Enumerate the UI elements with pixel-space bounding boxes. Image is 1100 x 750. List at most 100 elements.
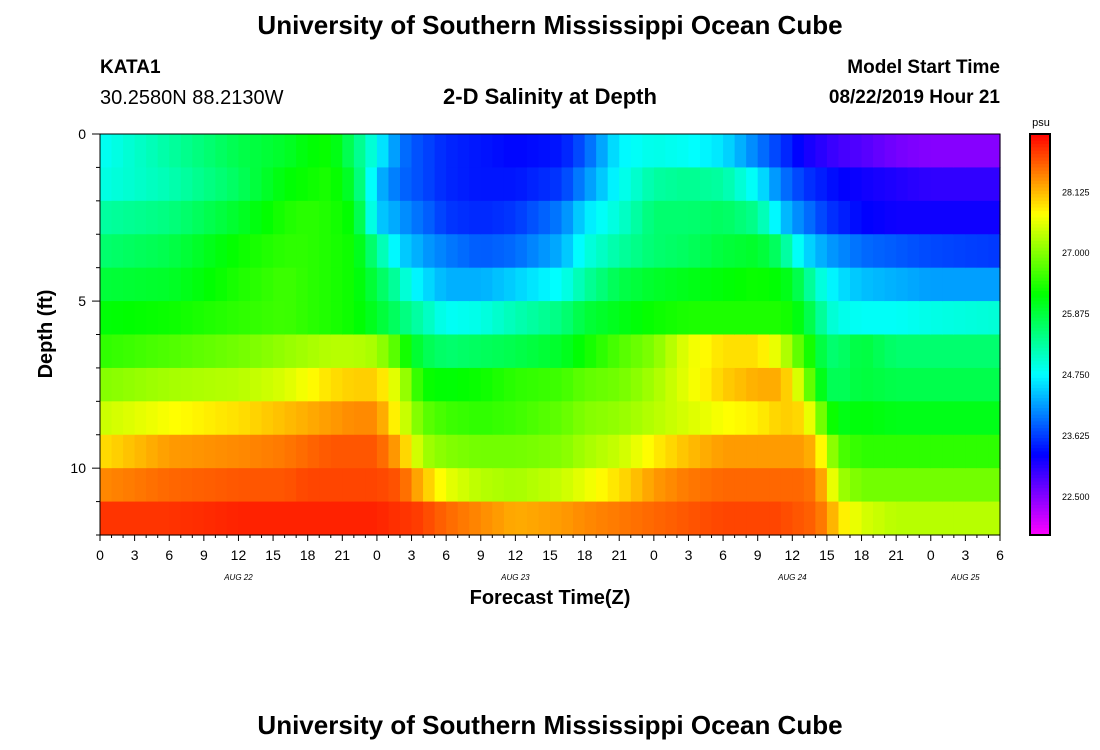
heatmap-cell	[261, 434, 274, 469]
colorbar-segment	[1030, 521, 1050, 526]
heatmap-cell	[873, 301, 886, 336]
heatmap-cell	[157, 267, 170, 302]
x-tick-label: 0	[96, 547, 104, 563]
heatmap-cell	[942, 401, 955, 436]
heatmap-cell	[757, 167, 770, 202]
heatmap-cell	[100, 200, 113, 235]
heatmap-cell	[746, 267, 759, 302]
heatmap-cell	[907, 501, 920, 536]
colorbar-segment	[1030, 197, 1050, 202]
heatmap-cell	[353, 267, 366, 302]
heatmap-cell	[676, 134, 690, 169]
heatmap-cell	[376, 468, 390, 503]
heatmap-cell	[953, 234, 966, 269]
heatmap-cell	[411, 234, 424, 269]
heatmap-cell	[365, 334, 378, 369]
heatmap-cell	[388, 267, 401, 302]
heatmap-cell	[550, 401, 563, 436]
heatmap-cell	[100, 501, 113, 536]
heatmap-cell	[642, 234, 655, 269]
heatmap-cell	[953, 367, 966, 402]
heatmap-cell	[561, 334, 574, 369]
heatmap-cell	[423, 334, 436, 369]
heatmap-cell	[203, 200, 216, 235]
heatmap-cell	[157, 167, 170, 202]
heatmap-cell	[596, 234, 609, 269]
heatmap-cell	[296, 468, 309, 503]
heatmap-cell	[515, 200, 528, 235]
heatmap-cell	[896, 200, 909, 235]
heatmap-cell	[792, 501, 805, 536]
x-tick-label: 3	[961, 547, 969, 563]
heatmap-cell	[319, 167, 332, 202]
heatmap-cell	[700, 334, 713, 369]
heatmap-cell	[596, 267, 609, 302]
colorbar-segment	[1030, 230, 1050, 235]
heatmap-cell	[561, 301, 574, 336]
heatmap-cell	[446, 301, 459, 336]
heatmap-cell	[192, 434, 205, 469]
heatmap-cell	[261, 501, 274, 536]
heatmap-cell	[596, 200, 609, 235]
heatmap-cell	[711, 334, 724, 369]
heatmap-cell	[630, 401, 643, 436]
heatmap-cell	[146, 501, 159, 536]
heatmap-cell	[319, 334, 332, 369]
heatmap-cell	[965, 167, 978, 202]
heatmap-cell	[965, 334, 978, 369]
heatmap-cell	[503, 367, 516, 402]
heatmap-cell	[769, 134, 782, 169]
heatmap-cell	[561, 167, 574, 202]
date-label: AUG 24	[777, 573, 807, 582]
heatmap-cell	[503, 334, 516, 369]
heatmap-cell	[619, 134, 632, 169]
heatmap-cell	[123, 501, 136, 536]
heatmap-cell	[861, 334, 874, 369]
heatmap-cell	[238, 434, 251, 469]
heatmap-cell	[953, 468, 966, 503]
heatmap-cell	[723, 401, 736, 436]
heatmap-cell	[157, 434, 170, 469]
colorbar-segment	[1030, 511, 1050, 516]
heatmap-cell	[792, 234, 805, 269]
heatmap-cell	[850, 367, 863, 402]
heatmap-cell	[976, 267, 990, 302]
heatmap-cell	[965, 401, 978, 436]
heatmap-cell	[411, 468, 424, 503]
heatmap-cell	[746, 334, 759, 369]
heatmap-cell	[757, 334, 770, 369]
heatmap-cell	[723, 200, 736, 235]
colorbar-segment	[1030, 341, 1050, 346]
heatmap-cell	[550, 367, 563, 402]
heatmap-cell	[423, 501, 436, 536]
heatmap-cell	[815, 134, 828, 169]
heatmap-cell	[376, 234, 390, 269]
heatmap-cell	[261, 301, 274, 336]
heatmap-cell	[850, 200, 863, 235]
heatmap-cell	[307, 367, 320, 402]
heatmap-cell	[907, 267, 920, 302]
heatmap-cell	[411, 134, 424, 169]
colorbar-segment	[1030, 474, 1050, 479]
heatmap-cell	[676, 200, 690, 235]
heatmap-cell	[250, 267, 263, 302]
heatmap-cell	[134, 167, 147, 202]
colorbar-segment	[1030, 371, 1050, 376]
heatmap-cell	[896, 134, 909, 169]
colorbar-segment	[1030, 471, 1050, 476]
heatmap-cell	[469, 501, 482, 536]
heatmap-cell	[123, 134, 136, 169]
colorbar-segment	[1030, 478, 1050, 483]
plot-title: 2-D Salinity at Depth	[443, 84, 657, 109]
heatmap-cell	[780, 134, 793, 169]
heatmap-cell	[400, 367, 413, 402]
colorbar-segment	[1030, 314, 1050, 319]
heatmap-cell	[850, 301, 863, 336]
heatmap-cell	[873, 200, 886, 235]
heatmap-cell	[607, 200, 620, 235]
heatmap-cell	[653, 401, 666, 436]
heatmap-cell	[226, 200, 240, 235]
heatmap-cell	[180, 167, 193, 202]
footer-title: University of Southern Mississippi Ocean…	[257, 710, 843, 740]
heatmap-cell	[676, 367, 690, 402]
